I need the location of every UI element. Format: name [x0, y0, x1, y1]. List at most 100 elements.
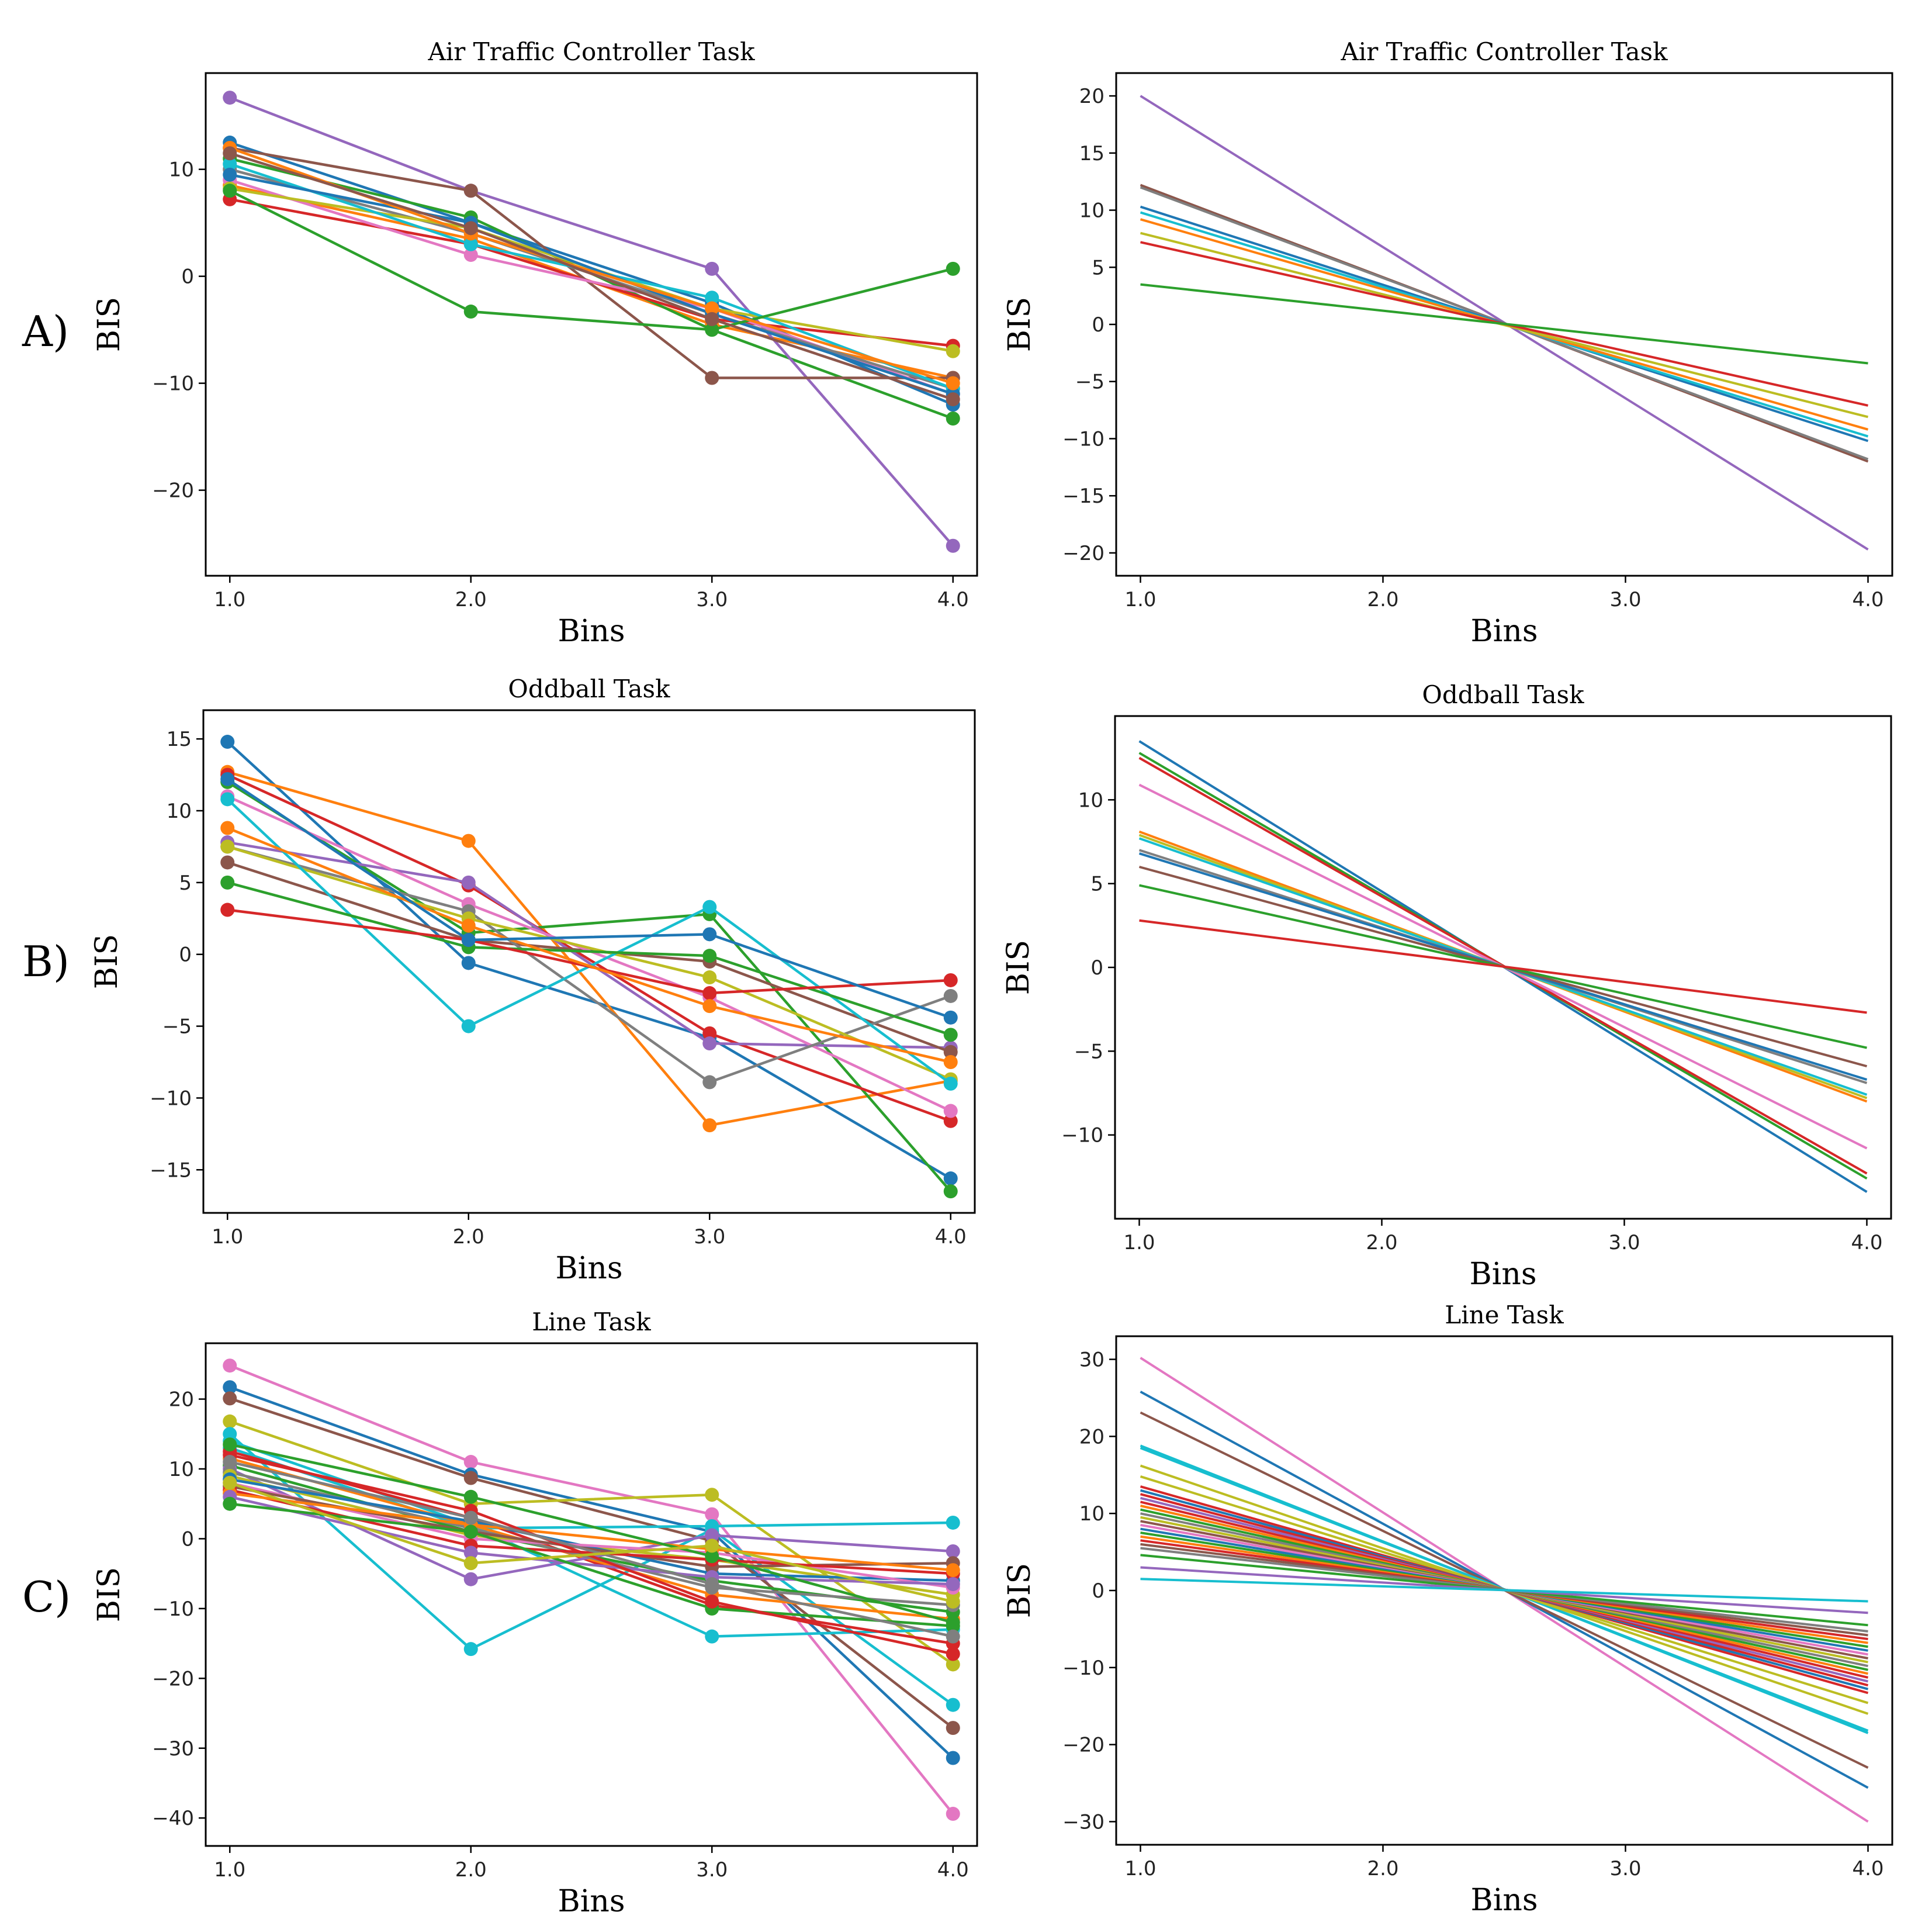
data-point	[705, 1577, 719, 1592]
x-axis-label: Bins	[555, 1251, 622, 1286]
data-point	[463, 1510, 478, 1525]
plot-frame	[202, 709, 976, 1214]
data-point	[463, 1572, 478, 1586]
series-line-20	[229, 1502, 953, 1627]
series-line-2	[227, 770, 951, 1127]
data-point	[223, 167, 237, 182]
data-point	[943, 1010, 958, 1025]
x-axis-label: Bins	[1469, 1257, 1536, 1292]
y-axis-label: BIS	[1001, 940, 1036, 995]
chart-b-right: Oddball Task 1.0 2.0 3.0 4.0 −10 −5 0 5 10 Bins BIS	[1001, 680, 1892, 1292]
data-point	[223, 1414, 237, 1429]
y-tick-label: −30	[1062, 1810, 1105, 1834]
series-line-4	[227, 773, 951, 1122]
series-line-12	[1139, 919, 1867, 1014]
data-point	[946, 1615, 960, 1630]
x-tick-label: 3.0	[696, 588, 728, 611]
series-line-14	[227, 778, 951, 1019]
series-line-12	[229, 189, 954, 331]
data-point	[946, 1594, 960, 1609]
data-point	[705, 1594, 719, 1609]
data-point	[943, 973, 958, 987]
data-point	[463, 1489, 478, 1504]
series-line-5	[229, 96, 954, 547]
x-tick-label: 4.0	[935, 1225, 967, 1249]
data-point	[705, 1528, 719, 1543]
row-label-b: B)	[22, 937, 70, 986]
data-point	[702, 1118, 717, 1133]
data-point	[220, 821, 235, 835]
series-line-9	[227, 845, 951, 1081]
data-point	[705, 1538, 719, 1553]
data-point	[946, 392, 960, 407]
x-tick-label: 2.0	[453, 1225, 484, 1249]
y-tick-label: −15	[1062, 485, 1105, 508]
chart-b-left: Oddball Task 1.0 2.0 3.0 4.0 −15 −10 −5 0 5 10 15 Bi…	[89, 675, 976, 1286]
chart-title: Line Task	[532, 1308, 651, 1336]
y-tick-label: 10	[167, 800, 192, 823]
series-line-15	[229, 1481, 954, 1589]
series-line-7	[227, 795, 951, 1112]
data-point	[946, 261, 960, 276]
data-point	[943, 1028, 958, 1042]
data-point	[946, 1807, 960, 1821]
data-point	[223, 1455, 237, 1469]
x-axis-label: Bins	[1470, 1883, 1538, 1918]
series-line-22	[229, 1460, 954, 1638]
data-point	[705, 323, 719, 337]
data-point	[223, 1358, 237, 1373]
y-axis-label: BIS	[92, 297, 127, 352]
data-point	[223, 91, 237, 105]
series-line-1	[226, 741, 951, 1180]
data-point	[705, 1507, 719, 1522]
y-tick-label: 20	[169, 1388, 194, 1412]
data-point	[220, 903, 235, 917]
x-tick-label: 1.0	[1124, 1857, 1156, 1880]
data-point	[223, 146, 237, 161]
data-point	[705, 261, 719, 276]
y-tick-label: −20	[152, 479, 194, 503]
y-tick-label: −10	[1062, 1657, 1105, 1680]
y-tick-label: −15	[150, 1159, 192, 1182]
data-point	[220, 792, 235, 807]
x-tick-label: 3.0	[696, 1858, 728, 1882]
x-tick-label: 4.0	[1852, 1857, 1883, 1880]
data-point	[220, 855, 235, 870]
x-axis-label: Bins	[558, 1884, 625, 1919]
series-line-6	[229, 146, 953, 379]
x-tick-label: 1.0	[1124, 588, 1156, 611]
data-point	[943, 988, 958, 1003]
x-axis-label: Bins	[558, 614, 625, 649]
data-point	[946, 412, 960, 426]
series-line-11	[229, 173, 954, 396]
data-point	[463, 1545, 478, 1560]
data-point	[943, 1104, 958, 1118]
data-point	[702, 900, 717, 914]
data-point	[946, 344, 960, 358]
data-point	[461, 933, 476, 948]
data-point	[223, 1437, 237, 1452]
y-tick-label: 5	[1090, 873, 1103, 896]
data-point	[702, 949, 717, 963]
series-line-14	[229, 152, 954, 401]
series-line-21	[229, 1453, 954, 1655]
y-tick-label: 10	[1079, 199, 1105, 223]
data-point	[463, 1642, 478, 1657]
data-point	[705, 1549, 719, 1564]
data-point	[702, 927, 717, 942]
data-point	[702, 1036, 717, 1051]
chart-title: Oddball Task	[508, 675, 670, 703]
y-axis-label: BIS	[89, 934, 124, 989]
data-point	[943, 1114, 958, 1128]
y-tick-label: 0	[181, 1527, 194, 1551]
data-point	[461, 956, 476, 970]
chart-c-left: Line Task 1.0 2.0 3.0 4.0 −40 −30 −20 −10 0 10 20 Bi…	[92, 1308, 978, 1919]
y-tick-label: 10	[1079, 1502, 1105, 1526]
data-point	[463, 1556, 478, 1571]
data-point	[463, 184, 478, 198]
row-label-c: C)	[22, 1572, 71, 1621]
data-point	[946, 538, 960, 553]
data-point	[463, 1455, 478, 1469]
series-line-2	[229, 1386, 954, 1759]
plot-frame	[205, 72, 978, 577]
